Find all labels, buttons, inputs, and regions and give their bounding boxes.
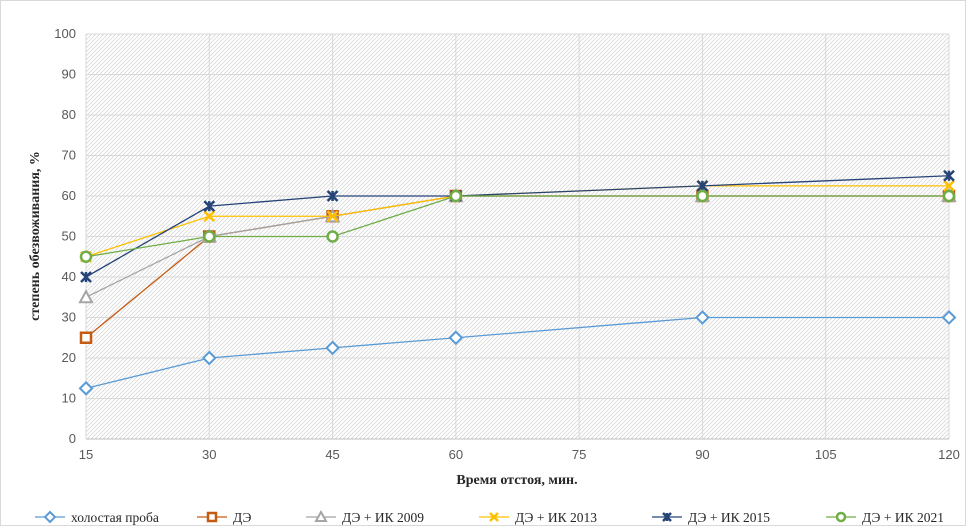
- data-point: [696, 179, 709, 192]
- data-point: [80, 271, 92, 283]
- y-tick-label: 50: [62, 229, 76, 244]
- legend-marker: [314, 509, 328, 522]
- legend-marker: [835, 511, 847, 523]
- x-tick-label: 15: [79, 447, 93, 462]
- data-point: [449, 189, 463, 203]
- legend-label: ДЭ: [233, 510, 252, 525]
- y-tick-label: 100: [54, 26, 76, 41]
- x-tick-label: 105: [815, 447, 837, 462]
- y-tick-label: 60: [62, 188, 76, 203]
- data-point: [203, 230, 216, 243]
- data-point: [943, 169, 955, 182]
- legend-label: ДЭ + ИК 2015: [688, 510, 770, 525]
- legend-label: ДЭ + ИК 2013: [515, 510, 597, 525]
- y-tick-label: 20: [62, 350, 76, 365]
- data-point: [696, 189, 709, 203]
- legend-item: ДЭ + ИК 2013: [479, 510, 597, 525]
- y-axis-title: степень обезвоживания, %: [28, 151, 43, 321]
- series-line: [85, 316, 949, 390]
- y-axis-ticks: 0 10 20 30 40 50 60 70 80 90 100: [54, 26, 76, 446]
- legend-marker: [43, 510, 57, 524]
- y-tick-label: 30: [62, 310, 76, 325]
- legend-marker: [662, 512, 672, 522]
- x-axis-ticks: 15 30 45 60 75 90 105 120: [79, 447, 960, 462]
- data-point: [942, 189, 956, 203]
- data-point: [695, 310, 710, 325]
- data-point: [201, 350, 217, 366]
- series-1: [78, 310, 957, 396]
- x-tick-label: 75: [572, 447, 586, 462]
- data-point: [78, 380, 94, 396]
- x-axis-title: Время отстоя, мин.: [456, 473, 577, 488]
- x-tick-label: 45: [325, 447, 339, 462]
- data-point: [448, 330, 464, 346]
- data-point: [326, 210, 339, 223]
- legend-label: ДЭ + ИК 2009: [342, 510, 424, 525]
- data-point: [203, 200, 216, 213]
- x-tick-label: 120: [938, 447, 960, 462]
- data-point: [78, 289, 94, 304]
- x-tick-label: 30: [202, 447, 216, 462]
- data-point: [79, 331, 93, 344]
- series-line: [85, 195, 949, 258]
- series-6: [79, 189, 956, 263]
- series-layer: [78, 169, 957, 396]
- legend-marker: [206, 511, 218, 523]
- legend-item: ДЭ + ИК 2015: [652, 510, 770, 525]
- grid-lines: [85, 33, 950, 440]
- data-point: [79, 250, 93, 263]
- data-point: [326, 230, 339, 243]
- y-tick-label: 40: [62, 269, 76, 284]
- legend-label: ДЭ + ИК 2021: [862, 510, 944, 525]
- y-tick-label: 80: [62, 107, 76, 122]
- y-tick-label: 90: [62, 67, 76, 82]
- data-point: [326, 190, 339, 202]
- y-tick-label: 10: [62, 391, 76, 406]
- legend-item: ДЭ + ИК 2009: [306, 509, 424, 525]
- data-point: [941, 310, 957, 325]
- y-tick-label: 0: [69, 431, 76, 446]
- y-tick-label: 70: [62, 148, 76, 163]
- legend: холостая проба ДЭ ДЭ + ИК 2009 ДЭ + ИК 2013…: [35, 509, 944, 525]
- data-point: [943, 179, 955, 192]
- x-tick-label: 90: [695, 447, 709, 462]
- legend-item: ДЭ: [197, 510, 252, 525]
- legend-item: ДЭ + ИК 2021: [826, 510, 944, 525]
- data-point: [325, 340, 340, 356]
- x-tick-label: 60: [449, 447, 463, 462]
- series-line: [85, 175, 950, 278]
- legend-marker: [489, 512, 499, 522]
- data-point: [203, 210, 216, 223]
- legend-item: холостая проба: [35, 510, 159, 525]
- legend-label: холостая проба: [71, 510, 159, 525]
- series-line: [85, 185, 949, 258]
